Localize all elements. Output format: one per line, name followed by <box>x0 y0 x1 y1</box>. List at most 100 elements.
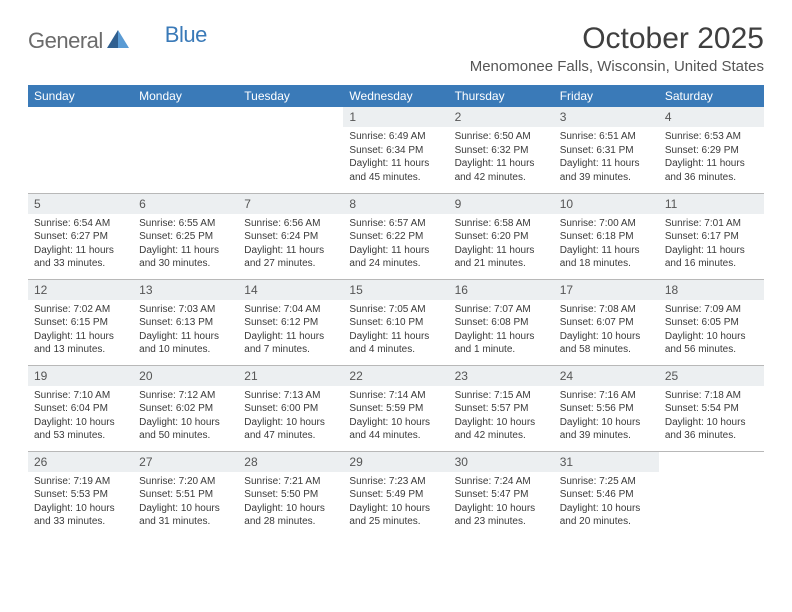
day-details: Sunrise: 7:00 AMSunset: 6:18 PMDaylight:… <box>554 214 659 275</box>
day-details: Sunrise: 7:16 AMSunset: 5:56 PMDaylight:… <box>554 386 659 447</box>
day-number: 5 <box>28 194 133 214</box>
calendar-day: 21Sunrise: 7:13 AMSunset: 6:00 PMDayligh… <box>238 365 343 451</box>
calendar-day: 1Sunrise: 6:49 AMSunset: 6:34 PMDaylight… <box>343 107 448 193</box>
day-details: Sunrise: 7:07 AMSunset: 6:08 PMDaylight:… <box>449 300 554 361</box>
day-details: Sunrise: 7:10 AMSunset: 6:04 PMDaylight:… <box>28 386 133 447</box>
day-details: Sunrise: 7:18 AMSunset: 5:54 PMDaylight:… <box>659 386 764 447</box>
day-number: 27 <box>133 452 238 472</box>
day-details: Sunrise: 7:01 AMSunset: 6:17 PMDaylight:… <box>659 214 764 275</box>
day-number: 12 <box>28 280 133 300</box>
day-number: 30 <box>449 452 554 472</box>
day-number: 8 <box>343 194 448 214</box>
calendar-day: 26Sunrise: 7:19 AMSunset: 5:53 PMDayligh… <box>28 451 133 537</box>
day-details: Sunrise: 6:56 AMSunset: 6:24 PMDaylight:… <box>238 214 343 275</box>
calendar-day: 14Sunrise: 7:04 AMSunset: 6:12 PMDayligh… <box>238 279 343 365</box>
calendar-day: 29Sunrise: 7:23 AMSunset: 5:49 PMDayligh… <box>343 451 448 537</box>
calendar-day: 28Sunrise: 7:21 AMSunset: 5:50 PMDayligh… <box>238 451 343 537</box>
day-details: Sunrise: 7:24 AMSunset: 5:47 PMDaylight:… <box>449 472 554 533</box>
calendar-day: 22Sunrise: 7:14 AMSunset: 5:59 PMDayligh… <box>343 365 448 451</box>
day-details: Sunrise: 7:12 AMSunset: 6:02 PMDaylight:… <box>133 386 238 447</box>
day-number: 2 <box>449 107 554 127</box>
day-number: 23 <box>449 366 554 386</box>
calendar-day: 24Sunrise: 7:16 AMSunset: 5:56 PMDayligh… <box>554 365 659 451</box>
day-details: Sunrise: 7:08 AMSunset: 6:07 PMDaylight:… <box>554 300 659 361</box>
calendar-day: 16Sunrise: 7:07 AMSunset: 6:08 PMDayligh… <box>449 279 554 365</box>
day-number: 9 <box>449 194 554 214</box>
day-header: Wednesday <box>343 85 448 107</box>
month-title: October 2025 <box>470 22 764 56</box>
calendar-day: 25Sunrise: 7:18 AMSunset: 5:54 PMDayligh… <box>659 365 764 451</box>
day-number: 22 <box>343 366 448 386</box>
day-header: Sunday <box>28 85 133 107</box>
day-header: Tuesday <box>238 85 343 107</box>
day-number: 28 <box>238 452 343 472</box>
calendar-day: 3Sunrise: 6:51 AMSunset: 6:31 PMDaylight… <box>554 107 659 193</box>
calendar-empty <box>28 107 133 193</box>
day-details: Sunrise: 6:57 AMSunset: 6:22 PMDaylight:… <box>343 214 448 275</box>
calendar-day: 13Sunrise: 7:03 AMSunset: 6:13 PMDayligh… <box>133 279 238 365</box>
calendar-day: 27Sunrise: 7:20 AMSunset: 5:51 PMDayligh… <box>133 451 238 537</box>
calendar-day: 17Sunrise: 7:08 AMSunset: 6:07 PMDayligh… <box>554 279 659 365</box>
calendar-body: 1Sunrise: 6:49 AMSunset: 6:34 PMDaylight… <box>28 107 764 537</box>
day-number: 19 <box>28 366 133 386</box>
day-header: Friday <box>554 85 659 107</box>
calendar-day: 15Sunrise: 7:05 AMSunset: 6:10 PMDayligh… <box>343 279 448 365</box>
day-number: 11 <box>659 194 764 214</box>
calendar-table: SundayMondayTuesdayWednesdayThursdayFrid… <box>28 85 764 537</box>
day-number: 24 <box>554 366 659 386</box>
day-header: Saturday <box>659 85 764 107</box>
calendar-day: 2Sunrise: 6:50 AMSunset: 6:32 PMDaylight… <box>449 107 554 193</box>
calendar-day: 18Sunrise: 7:09 AMSunset: 6:05 PMDayligh… <box>659 279 764 365</box>
logo-triangle-icon <box>107 30 129 53</box>
calendar-day: 4Sunrise: 6:53 AMSunset: 6:29 PMDaylight… <box>659 107 764 193</box>
day-details: Sunrise: 6:55 AMSunset: 6:25 PMDaylight:… <box>133 214 238 275</box>
day-details: Sunrise: 7:15 AMSunset: 5:57 PMDaylight:… <box>449 386 554 447</box>
location: Menomonee Falls, Wisconsin, United State… <box>470 58 764 75</box>
day-number: 15 <box>343 280 448 300</box>
day-number: 31 <box>554 452 659 472</box>
calendar-day: 8Sunrise: 6:57 AMSunset: 6:22 PMDaylight… <box>343 193 448 279</box>
calendar-week: 1Sunrise: 6:49 AMSunset: 6:34 PMDaylight… <box>28 107 764 193</box>
title-block: October 2025 Menomonee Falls, Wisconsin,… <box>470 22 764 75</box>
calendar-day: 9Sunrise: 6:58 AMSunset: 6:20 PMDaylight… <box>449 193 554 279</box>
calendar-week: 19Sunrise: 7:10 AMSunset: 6:04 PMDayligh… <box>28 365 764 451</box>
day-number: 1 <box>343 107 448 127</box>
day-number: 10 <box>554 194 659 214</box>
day-header: Thursday <box>449 85 554 107</box>
calendar-empty <box>659 451 764 537</box>
logo-text-general: General <box>28 28 103 54</box>
day-details: Sunrise: 6:53 AMSunset: 6:29 PMDaylight:… <box>659 127 764 188</box>
day-details: Sunrise: 7:03 AMSunset: 6:13 PMDaylight:… <box>133 300 238 361</box>
day-details: Sunrise: 6:58 AMSunset: 6:20 PMDaylight:… <box>449 214 554 275</box>
day-number: 17 <box>554 280 659 300</box>
calendar-day: 6Sunrise: 6:55 AMSunset: 6:25 PMDaylight… <box>133 193 238 279</box>
day-details: Sunrise: 6:51 AMSunset: 6:31 PMDaylight:… <box>554 127 659 188</box>
day-header: Monday <box>133 85 238 107</box>
day-number: 14 <box>238 280 343 300</box>
calendar-day: 23Sunrise: 7:15 AMSunset: 5:57 PMDayligh… <box>449 365 554 451</box>
day-details: Sunrise: 7:04 AMSunset: 6:12 PMDaylight:… <box>238 300 343 361</box>
calendar-week: 12Sunrise: 7:02 AMSunset: 6:15 PMDayligh… <box>28 279 764 365</box>
logo-text-blue: Blue <box>165 22 207 48</box>
calendar-day: 31Sunrise: 7:25 AMSunset: 5:46 PMDayligh… <box>554 451 659 537</box>
day-number: 25 <box>659 366 764 386</box>
day-number: 29 <box>343 452 448 472</box>
day-number: 4 <box>659 107 764 127</box>
day-number: 7 <box>238 194 343 214</box>
calendar-day: 30Sunrise: 7:24 AMSunset: 5:47 PMDayligh… <box>449 451 554 537</box>
calendar-day: 7Sunrise: 6:56 AMSunset: 6:24 PMDaylight… <box>238 193 343 279</box>
day-details: Sunrise: 7:14 AMSunset: 5:59 PMDaylight:… <box>343 386 448 447</box>
day-details: Sunrise: 7:19 AMSunset: 5:53 PMDaylight:… <box>28 472 133 533</box>
calendar-day: 12Sunrise: 7:02 AMSunset: 6:15 PMDayligh… <box>28 279 133 365</box>
day-details: Sunrise: 7:05 AMSunset: 6:10 PMDaylight:… <box>343 300 448 361</box>
day-number: 20 <box>133 366 238 386</box>
header: General Blue October 2025 Menomonee Fall… <box>28 22 764 75</box>
calendar-week: 26Sunrise: 7:19 AMSunset: 5:53 PMDayligh… <box>28 451 764 537</box>
day-number: 26 <box>28 452 133 472</box>
calendar-day: 10Sunrise: 7:00 AMSunset: 6:18 PMDayligh… <box>554 193 659 279</box>
calendar-day: 20Sunrise: 7:12 AMSunset: 6:02 PMDayligh… <box>133 365 238 451</box>
calendar-empty <box>238 107 343 193</box>
day-details: Sunrise: 7:09 AMSunset: 6:05 PMDaylight:… <box>659 300 764 361</box>
calendar-day: 5Sunrise: 6:54 AMSunset: 6:27 PMDaylight… <box>28 193 133 279</box>
day-header-row: SundayMondayTuesdayWednesdayThursdayFrid… <box>28 85 764 107</box>
